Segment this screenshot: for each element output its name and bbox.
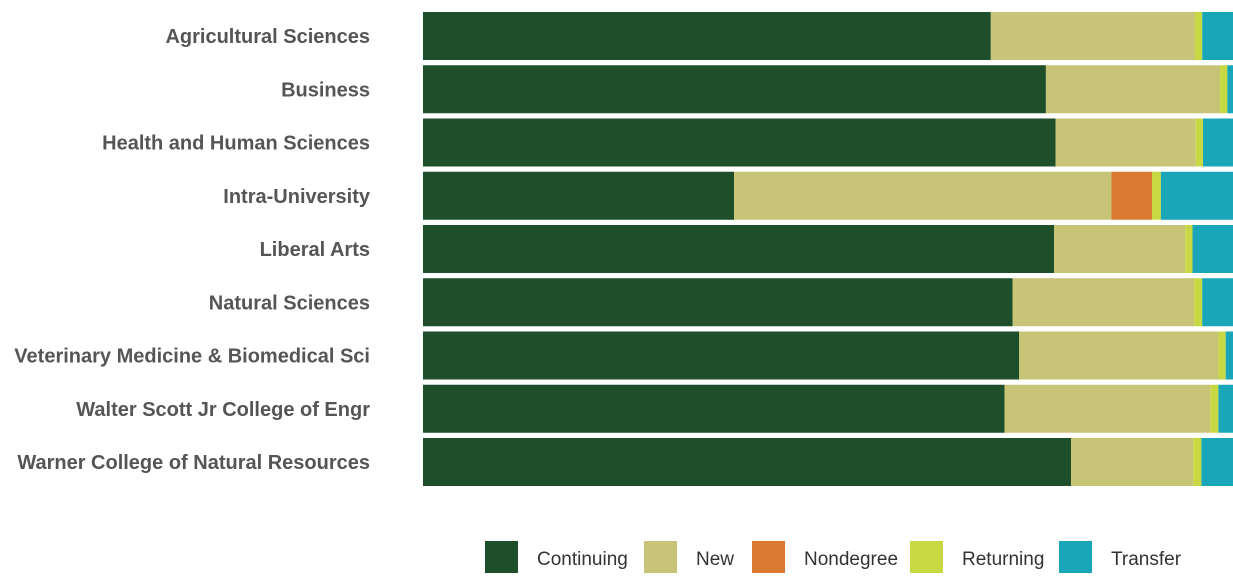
bar-segment-agricultural-sciences-new (991, 12, 1195, 60)
bar-segment-health-and-human-sciences-returning (1196, 119, 1203, 167)
legend-swatch-continuing (485, 541, 518, 573)
legend: Continuing New Nondegree Returning Transfer (485, 541, 1182, 573)
category-label-health-and-human-sciences: Health and Human Sciences (102, 133, 370, 155)
bar-segment-intra-university-returning (1152, 172, 1161, 220)
category-label-walter-scott-jr-college-of-engr: Walter Scott Jr College of Engr (76, 399, 370, 421)
bar-segment-walter-scott-jr-college-of-engr-continuing (423, 385, 1005, 433)
legend-swatch-transfer (1059, 541, 1092, 573)
bar-segment-liberal-arts-new (1054, 225, 1185, 273)
legend-label-nondegree: Nondegree (804, 549, 898, 570)
legend-item-new: New (644, 541, 734, 573)
bar-segment-warner-college-of-natural-resources-continuing (423, 438, 1071, 486)
bar-segment-business-continuing (423, 65, 1046, 113)
legend-swatch-nondegree (752, 541, 785, 573)
bar-segment-walter-scott-jr-college-of-engr-transfer (1218, 385, 1233, 433)
bar-segment-veterinary-medicine-and-biomedical-sci-transfer (1226, 332, 1233, 380)
category-labels: Agricultural Sciences Business Health and … (14, 26, 371, 474)
bar-segment-health-and-human-sciences-transfer (1203, 119, 1233, 167)
bar-segment-business-returning (1220, 65, 1227, 113)
bar-segment-natural-sciences-new (1013, 278, 1194, 326)
bar-segment-liberal-arts-returning (1185, 225, 1192, 273)
bars-layer (423, 12, 1233, 486)
legend-label-transfer: Transfer (1111, 549, 1182, 570)
category-label-agricultural-sciences: Agricultural Sciences (165, 26, 370, 48)
bar-segment-agricultural-sciences-continuing (423, 12, 991, 60)
bar-segment-agricultural-sciences-transfer (1202, 12, 1233, 60)
bar-segment-business-transfer (1227, 65, 1233, 113)
bar-segment-warner-college-of-natural-resources-transfer (1201, 438, 1233, 486)
bar-segment-warner-college-of-natural-resources-new (1071, 438, 1193, 486)
bar-segment-health-and-human-sciences-continuing (423, 119, 1056, 167)
bar-segment-intra-university-nondegree (1112, 172, 1153, 220)
bar-segment-natural-sciences-transfer (1202, 278, 1233, 326)
bar-segment-veterinary-medicine-and-biomedical-sci-returning (1218, 332, 1225, 380)
legend-item-returning: Returning (910, 541, 1044, 573)
bar-segment-warner-college-of-natural-resources-returning (1193, 438, 1201, 486)
bar-segment-veterinary-medicine-and-biomedical-sci-continuing (423, 332, 1019, 380)
bar-segment-liberal-arts-transfer (1193, 225, 1233, 273)
category-label-business: Business (281, 79, 370, 101)
legend-swatch-returning (910, 541, 943, 573)
bar-segment-business-new (1046, 65, 1220, 113)
category-label-intra-university: Intra-University (223, 186, 371, 208)
category-label-veterinary-medicine-and-biomedical-sci: Veterinary Medicine & Biomedical Sci (14, 346, 370, 368)
bar-segment-intra-university-continuing (423, 172, 734, 220)
bar-segment-liberal-arts-continuing (423, 225, 1054, 273)
bar-segment-natural-sciences-returning (1194, 278, 1202, 326)
bar-segment-walter-scott-jr-college-of-engr-new (1005, 385, 1211, 433)
bar-segment-natural-sciences-continuing (423, 278, 1013, 326)
bar-segment-agricultural-sciences-returning (1195, 12, 1202, 60)
legend-item-transfer: Transfer (1059, 541, 1182, 573)
bar-segment-health-and-human-sciences-new (1056, 119, 1196, 167)
legend-label-returning: Returning (962, 549, 1044, 570)
bar-segment-walter-scott-jr-college-of-engr-returning (1210, 385, 1218, 433)
legend-item-continuing: Continuing (485, 541, 628, 573)
bar-segment-veterinary-medicine-and-biomedical-sci-new (1019, 332, 1218, 380)
legend-label-new: New (696, 549, 734, 570)
category-label-liberal-arts: Liberal Arts (260, 239, 370, 261)
category-label-warner-college-of-natural-resources: Warner College of Natural Resources (17, 452, 370, 474)
legend-swatch-new (644, 541, 677, 573)
category-label-natural-sciences: Natural Sciences (209, 292, 370, 314)
legend-item-nondegree: Nondegree (752, 541, 898, 573)
bar-segment-intra-university-new (734, 172, 1111, 220)
legend-label-continuing: Continuing (537, 549, 628, 570)
bar-segment-intra-university-transfer (1161, 172, 1233, 220)
